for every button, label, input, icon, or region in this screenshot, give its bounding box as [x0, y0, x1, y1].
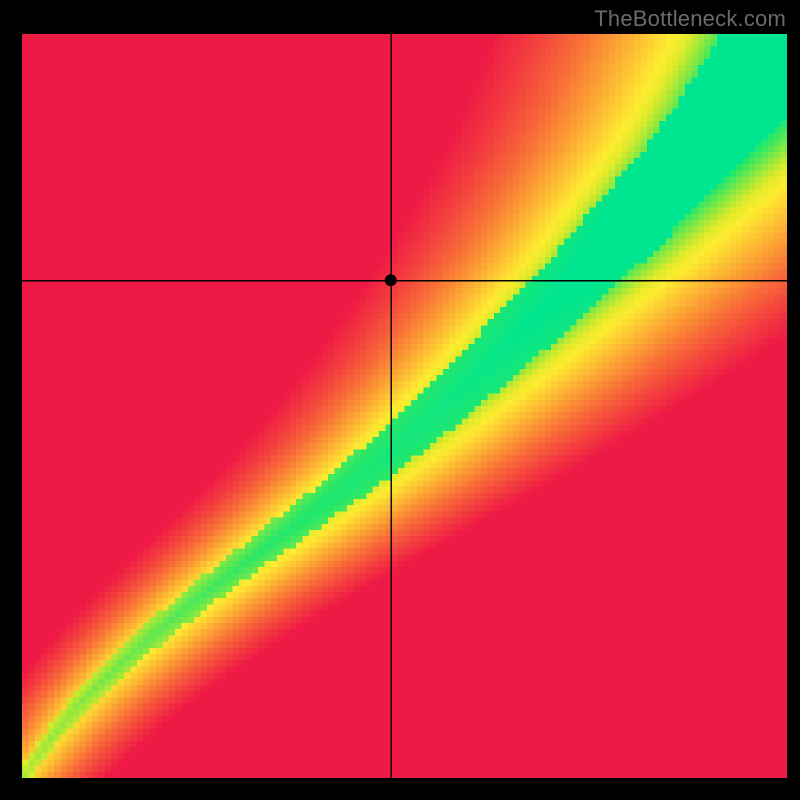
- chart-container: TheBottleneck.com: [0, 0, 800, 800]
- crosshair-overlay: [22, 34, 787, 778]
- watermark-text: TheBottleneck.com: [594, 6, 786, 32]
